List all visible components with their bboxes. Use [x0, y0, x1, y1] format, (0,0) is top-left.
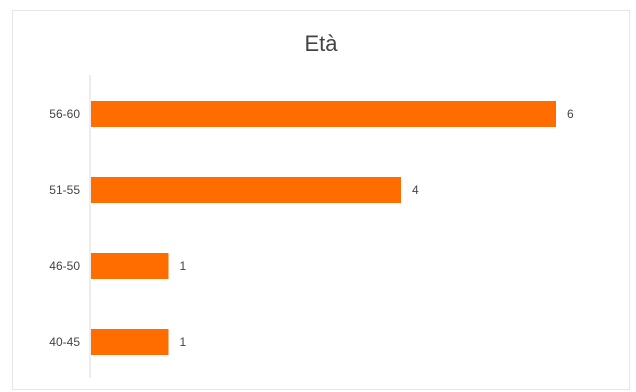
- chart-title: Età: [304, 31, 338, 56]
- value-label-40-45: 1: [180, 335, 187, 349]
- category-label-56-60: 56-60: [49, 107, 80, 121]
- value-label-51-55: 4: [412, 183, 419, 197]
- category-label-51-55: 51-55: [49, 183, 80, 197]
- value-label-56-60: 6: [567, 107, 574, 121]
- bar-46-50: [91, 253, 169, 279]
- category-label-46-50: 46-50: [49, 259, 80, 273]
- value-label-46-50: 1: [180, 259, 187, 273]
- bar-51-55: [91, 177, 401, 203]
- bar-56-60: [91, 101, 556, 127]
- bar-40-45: [91, 329, 169, 355]
- category-label-40-45: 40-45: [49, 335, 80, 349]
